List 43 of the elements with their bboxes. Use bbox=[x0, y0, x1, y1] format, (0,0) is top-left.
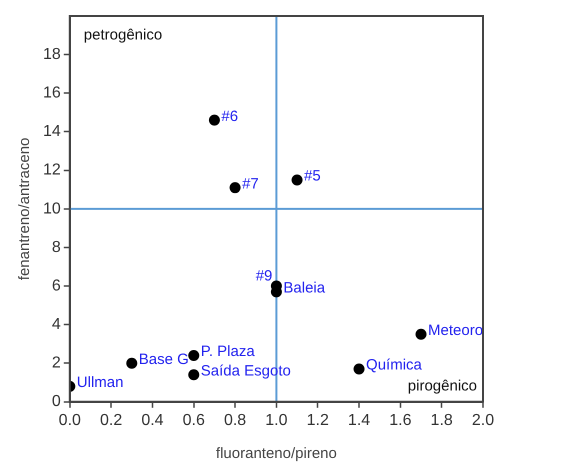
y-tick-label: 18 bbox=[43, 46, 61, 63]
x-tick-label: 1.0 bbox=[265, 412, 288, 429]
annotation: pirogênico bbox=[408, 377, 477, 394]
y-tick-label: 0 bbox=[52, 393, 61, 410]
point bbox=[188, 350, 200, 362]
x-axis-title: fluoranteno/pireno bbox=[216, 445, 337, 462]
annotation: Baleia bbox=[283, 279, 326, 296]
x-tick-label: 0.6 bbox=[182, 412, 205, 429]
y-axis-title: fenantreno/antraceno bbox=[16, 138, 34, 280]
annotation: #6 bbox=[221, 108, 238, 125]
x-tick-label: 0.4 bbox=[141, 412, 164, 429]
x-tick-label: 1.8 bbox=[430, 412, 453, 429]
x-tick-label: 2.0 bbox=[472, 412, 494, 429]
annotation: #7 bbox=[242, 175, 259, 192]
y-tick-label: 14 bbox=[43, 123, 61, 140]
y-tick-label: 12 bbox=[43, 162, 61, 179]
y-tick-label: 10 bbox=[43, 200, 61, 218]
point bbox=[188, 369, 200, 380]
point bbox=[208, 114, 220, 126]
y-tick-label: 8 bbox=[52, 238, 61, 256]
annotation: Base G bbox=[138, 350, 189, 368]
annotation: P. Plaza bbox=[200, 343, 256, 360]
x-tick-label: 0.2 bbox=[100, 412, 122, 429]
y-tick-label: 4 bbox=[52, 316, 61, 334]
point bbox=[292, 174, 303, 186]
annotation: #5 bbox=[304, 168, 321, 185]
point bbox=[416, 328, 427, 340]
annotation: #9 bbox=[256, 268, 272, 285]
annotation: Ullman bbox=[76, 374, 124, 392]
y-tick-label: 6 bbox=[52, 277, 61, 294]
x-tick-label: 1.2 bbox=[306, 412, 329, 429]
x-tick-label: 1.6 bbox=[389, 412, 412, 429]
x-tick-label: 0.8 bbox=[224, 412, 246, 429]
y-tick-label: 16 bbox=[43, 84, 61, 102]
annotation: petrogênico bbox=[84, 26, 162, 44]
x-tick-label: 0.0 bbox=[58, 412, 82, 429]
point bbox=[126, 358, 138, 369]
y-tick-label: 2 bbox=[52, 354, 61, 372]
point bbox=[354, 364, 365, 375]
point bbox=[230, 182, 241, 194]
annotation: Meteoro bbox=[428, 322, 484, 339]
annotation: Química bbox=[366, 356, 423, 374]
x-tick-label: 1.4 bbox=[348, 412, 370, 429]
